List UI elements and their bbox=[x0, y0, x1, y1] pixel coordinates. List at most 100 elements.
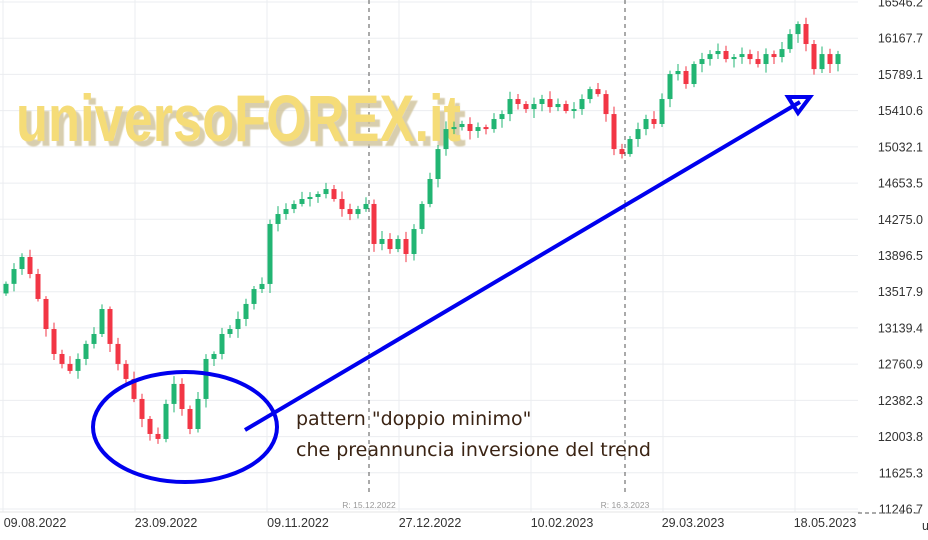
candle bbox=[355, 205, 361, 219]
candle bbox=[403, 231, 409, 263]
candle bbox=[83, 340, 89, 366]
x-axis: 09.08.2022 23.09.2022 09.11.2022 27.12.2022… bbox=[0, 511, 928, 533]
x-tick-label: 09.08.2022 bbox=[4, 516, 67, 530]
candle bbox=[771, 50, 777, 65]
candle bbox=[275, 206, 281, 232]
candle bbox=[547, 91, 553, 113]
candle bbox=[507, 91, 513, 122]
candle bbox=[619, 143, 625, 159]
candle bbox=[91, 327, 97, 349]
candle bbox=[291, 200, 297, 214]
candle-body bbox=[539, 99, 545, 105]
candle bbox=[827, 48, 833, 74]
candle-body bbox=[443, 129, 449, 150]
candle-body bbox=[43, 298, 49, 330]
candle-body bbox=[403, 238, 409, 255]
candle bbox=[35, 268, 41, 302]
candle-body bbox=[811, 44, 817, 70]
candle bbox=[603, 90, 609, 122]
candle-body bbox=[35, 274, 41, 299]
y-tick-label: 12382.3 bbox=[878, 394, 923, 408]
candle bbox=[251, 285, 257, 310]
candle-body bbox=[347, 209, 353, 215]
candle-body bbox=[715, 51, 721, 55]
candle bbox=[731, 53, 737, 68]
candle-body bbox=[611, 114, 617, 150]
candle-body bbox=[179, 383, 185, 409]
candle bbox=[555, 98, 561, 112]
y-tick-label: 12760.9 bbox=[878, 358, 923, 372]
candle-body bbox=[307, 196, 313, 200]
candle bbox=[483, 124, 489, 135]
candle-body bbox=[395, 238, 401, 250]
candle-body bbox=[523, 104, 529, 110]
candle-body bbox=[627, 139, 633, 155]
candle-body bbox=[107, 309, 113, 344]
candle-body bbox=[475, 127, 481, 131]
candle-body bbox=[387, 238, 393, 250]
candle bbox=[99, 304, 105, 337]
candle-body bbox=[835, 54, 841, 65]
candle bbox=[51, 322, 57, 361]
reference-markers: R: 15.12.2022 R: 16.3.2023 bbox=[342, 0, 650, 510]
x-tick-label-cut: u bbox=[922, 519, 928, 533]
candle bbox=[283, 203, 289, 220]
candle-body bbox=[163, 403, 169, 439]
reference-label: R: 15.12.2022 bbox=[342, 500, 396, 510]
watermark-logo: universoFOREX.it bbox=[16, 81, 461, 155]
candle-body bbox=[203, 358, 209, 399]
y-tick-label: 13896.5 bbox=[878, 249, 923, 263]
candle bbox=[635, 122, 641, 147]
candle-body bbox=[363, 203, 369, 210]
candle bbox=[587, 86, 593, 104]
candle bbox=[747, 49, 753, 65]
x-tick-label: 29.03.2023 bbox=[662, 516, 725, 530]
candle-body bbox=[771, 54, 777, 58]
candle bbox=[795, 21, 801, 43]
candle bbox=[115, 337, 121, 371]
candle-body bbox=[747, 54, 753, 60]
x-tick-label: 23.09.2022 bbox=[135, 516, 198, 530]
candle bbox=[763, 48, 769, 73]
candle bbox=[67, 356, 73, 374]
candle-body bbox=[299, 199, 305, 204]
candle bbox=[339, 191, 345, 217]
x-tick-label: 09.11.2022 bbox=[267, 516, 329, 530]
candle-body bbox=[355, 209, 361, 215]
candle bbox=[171, 376, 177, 413]
candle-body bbox=[603, 94, 609, 115]
candle-body bbox=[531, 104, 537, 110]
candle bbox=[163, 399, 169, 443]
candle bbox=[59, 349, 65, 369]
y-tick-label: 15032.1 bbox=[878, 140, 923, 154]
candle-body bbox=[339, 199, 345, 210]
candle bbox=[227, 325, 233, 338]
candle bbox=[707, 50, 713, 66]
candle bbox=[627, 136, 633, 157]
trend-arrow-line bbox=[243, 100, 802, 432]
grid bbox=[0, 0, 858, 512]
candle-body bbox=[83, 343, 89, 359]
candle bbox=[3, 281, 9, 296]
candle bbox=[11, 263, 17, 292]
candle-body bbox=[731, 57, 737, 60]
candle-body bbox=[563, 104, 569, 111]
candle bbox=[179, 378, 185, 416]
candle bbox=[611, 106, 617, 156]
candle-body bbox=[427, 179, 433, 204]
candle-body bbox=[259, 283, 265, 290]
candle-body bbox=[315, 194, 321, 197]
candle-body bbox=[3, 283, 9, 294]
candle bbox=[835, 50, 841, 72]
candle-body bbox=[755, 59, 761, 65]
candle bbox=[139, 393, 145, 428]
candle-body bbox=[651, 119, 657, 124]
candle bbox=[451, 121, 457, 135]
candle bbox=[307, 192, 313, 207]
candle bbox=[131, 371, 137, 403]
candle bbox=[755, 51, 761, 68]
candle-body bbox=[323, 189, 329, 195]
candle bbox=[779, 42, 785, 63]
candle bbox=[43, 296, 49, 337]
candle bbox=[267, 219, 273, 293]
